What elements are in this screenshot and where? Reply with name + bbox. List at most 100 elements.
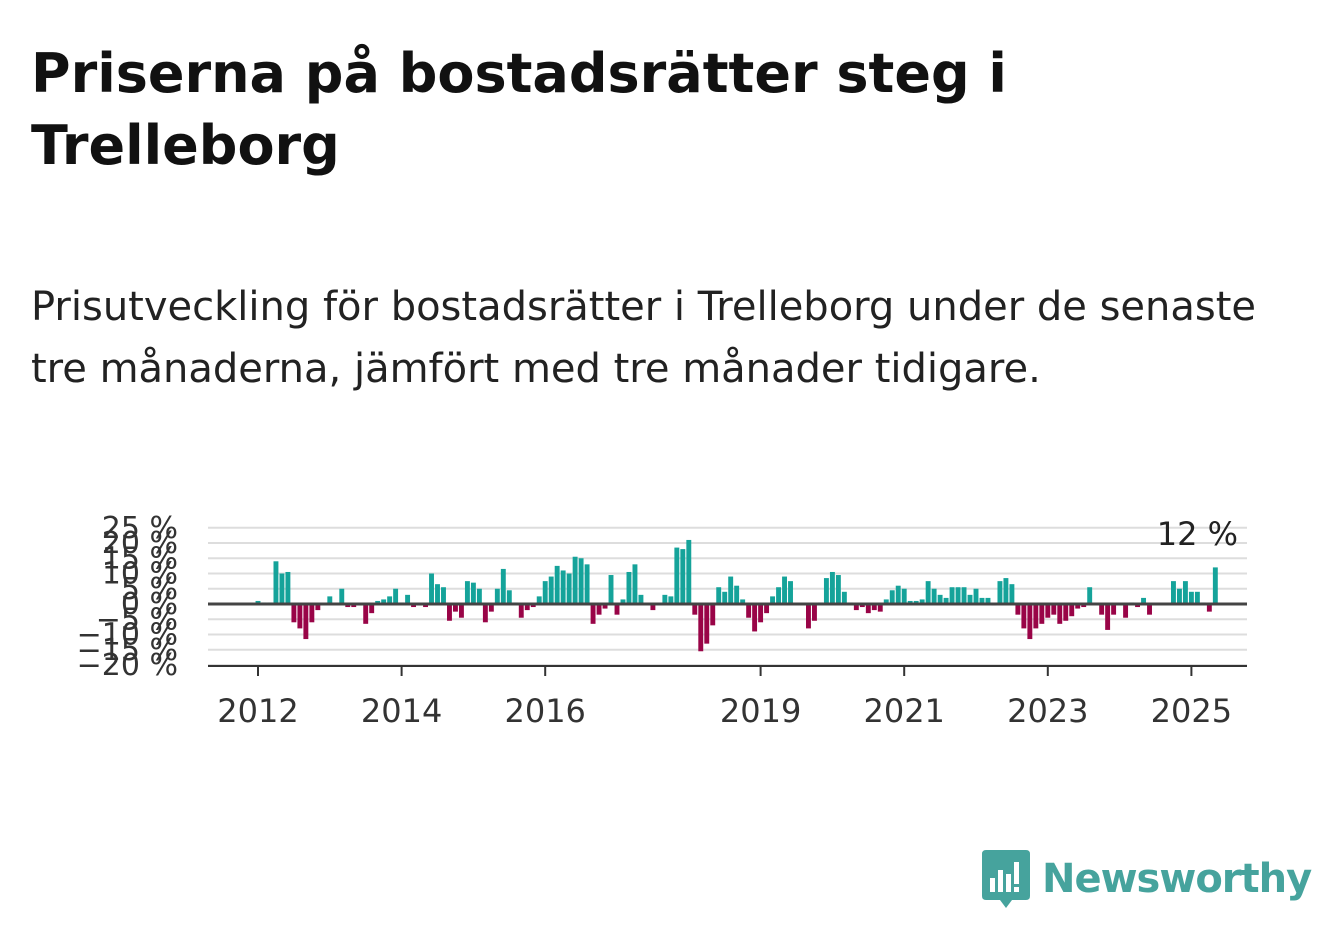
bar	[1135, 604, 1141, 608]
bar	[770, 596, 776, 605]
bar	[776, 587, 782, 604]
bar	[961, 587, 967, 604]
bar	[309, 604, 315, 623]
bar	[393, 588, 399, 604]
bar	[1105, 604, 1111, 630]
bar	[584, 564, 590, 604]
bar	[542, 581, 548, 605]
bar	[435, 584, 440, 604]
last-value-label: 12 %	[1157, 515, 1238, 553]
bar	[1123, 604, 1129, 618]
bar	[650, 604, 656, 611]
bar	[925, 581, 931, 605]
bar	[596, 604, 602, 615]
x-tick-label: 2021	[863, 692, 944, 730]
bar	[1171, 581, 1176, 605]
bar	[578, 558, 584, 604]
bar	[871, 604, 877, 611]
bar	[853, 604, 859, 611]
bar	[883, 599, 889, 604]
bar	[728, 576, 734, 604]
bar	[405, 594, 411, 604]
bar	[865, 604, 871, 614]
bar	[985, 597, 991, 604]
bar	[829, 571, 835, 604]
bar	[722, 591, 728, 604]
x-tick-label: 2016	[504, 692, 585, 730]
y-tick-label: 25 %	[102, 511, 178, 546]
bar	[806, 604, 811, 629]
x-tick-label: 2025	[1151, 692, 1232, 730]
newsworthy-chart-icon	[982, 850, 1030, 908]
bar	[1039, 604, 1045, 624]
bar	[740, 599, 746, 604]
bar	[823, 578, 829, 604]
bar	[943, 597, 949, 604]
newsworthy-logo: Newsworthy	[980, 848, 1312, 910]
y-tick-label: −15 %	[77, 633, 178, 668]
bar	[1027, 604, 1033, 640]
bar	[297, 604, 303, 629]
bar	[303, 604, 309, 640]
bar	[536, 596, 542, 605]
bar	[351, 604, 357, 608]
bar	[387, 596, 393, 605]
bar	[363, 604, 369, 624]
y-tick-label: 5 %	[121, 572, 178, 607]
bar	[566, 573, 572, 604]
bar	[638, 594, 644, 604]
bar	[788, 581, 793, 605]
bar	[381, 599, 387, 604]
bar	[782, 576, 787, 604]
bar	[500, 568, 506, 604]
bar	[375, 600, 381, 604]
bar	[632, 564, 638, 604]
x-tick-label: 2012	[217, 692, 298, 730]
chart-subtitle: Prisutveckling för bostadsrätter i Trell…	[31, 284, 1257, 392]
bar	[913, 600, 919, 604]
bar	[704, 604, 710, 644]
bar	[931, 588, 937, 604]
bar	[716, 587, 722, 604]
bar	[327, 596, 333, 605]
bar	[758, 604, 764, 623]
bar	[614, 604, 620, 615]
y-tick-label: −10 %	[77, 618, 178, 653]
bar	[429, 573, 434, 604]
bar	[488, 604, 494, 612]
bar	[590, 604, 596, 624]
x-axis: 2012 2014 2016 2019 2021 2023 2025	[208, 665, 1247, 730]
bar	[315, 604, 321, 611]
bar	[937, 594, 943, 604]
bar	[285, 571, 291, 604]
bar	[255, 600, 261, 604]
bar	[482, 604, 488, 623]
bar	[1045, 604, 1051, 618]
bar	[919, 599, 925, 604]
bar	[1111, 604, 1117, 615]
bar	[1081, 604, 1087, 608]
bar	[626, 571, 632, 604]
bar	[907, 600, 913, 604]
chart-title: Priserna på bostadsrätter steg i Trelleb…	[31, 42, 1007, 177]
x-tick-label: 2019	[720, 692, 801, 730]
bar	[1147, 604, 1152, 615]
annotations: 12 %	[1157, 515, 1238, 553]
bar	[1003, 578, 1009, 604]
bar	[812, 604, 817, 621]
bar	[602, 604, 608, 609]
bar	[973, 588, 979, 604]
bar	[1141, 597, 1146, 604]
bar	[1033, 604, 1039, 629]
bar	[441, 587, 446, 604]
bar	[1069, 604, 1075, 617]
bar	[291, 604, 297, 623]
bar	[901, 588, 907, 604]
bar	[686, 539, 692, 604]
bar	[411, 604, 417, 608]
bar	[273, 561, 279, 604]
bar	[710, 604, 716, 626]
x-tick-label: 2023	[1007, 692, 1088, 730]
bar	[674, 547, 680, 604]
bar	[877, 604, 883, 612]
